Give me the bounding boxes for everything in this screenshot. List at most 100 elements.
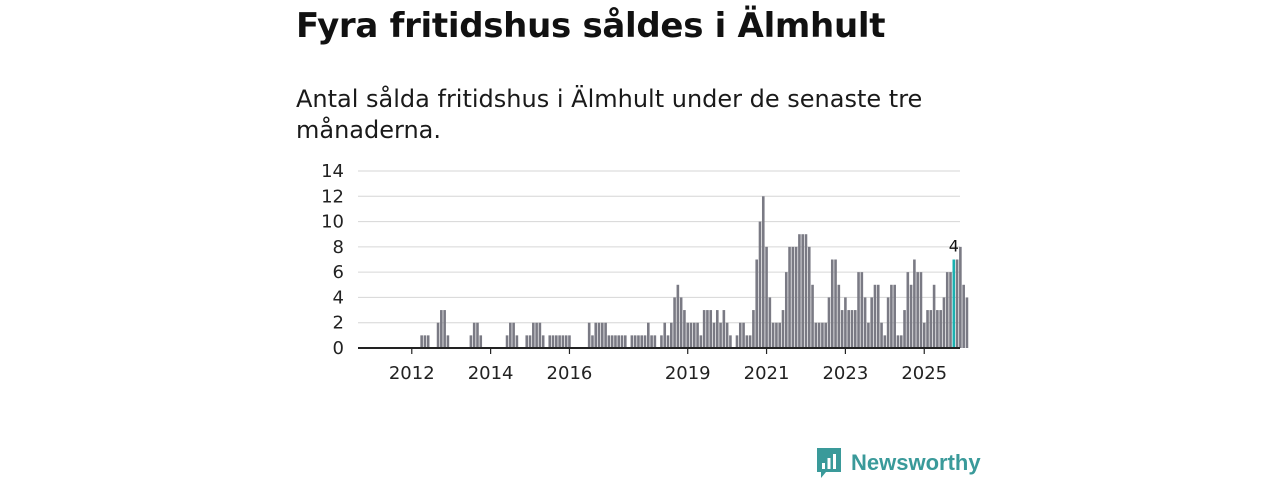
bar-highlighted	[952, 259, 956, 348]
bar	[515, 335, 519, 348]
bar	[551, 335, 555, 348]
bar	[509, 322, 512, 348]
bar	[804, 234, 808, 348]
bar	[512, 322, 515, 348]
bar	[673, 297, 676, 348]
bar	[896, 335, 900, 348]
bar	[801, 234, 804, 348]
bar	[814, 322, 818, 348]
logo-text: Newsworthy	[851, 450, 981, 475]
bar-chart: 0 2 4 6 8 10 12 14 2012 2014 2016 2019 2021 2023 2025…	[321, 161, 969, 384]
bar	[538, 322, 542, 348]
bar	[469, 335, 473, 348]
bar	[936, 310, 939, 348]
bar	[939, 310, 942, 348]
bar	[840, 310, 844, 348]
bar	[617, 335, 621, 348]
bar	[932, 284, 936, 348]
bar	[850, 310, 854, 348]
bar	[614, 335, 617, 348]
bar	[699, 335, 703, 348]
bar	[817, 322, 821, 348]
bar	[706, 310, 709, 348]
bar	[683, 310, 686, 348]
bar	[643, 335, 647, 348]
bar	[824, 322, 827, 348]
bar	[768, 297, 772, 348]
bar	[476, 322, 479, 348]
bar	[528, 335, 532, 348]
bar	[653, 335, 657, 348]
bar	[844, 297, 847, 348]
y-tick-label: 2	[333, 313, 344, 334]
bars	[420, 196, 969, 348]
bar	[702, 310, 706, 348]
bar	[620, 335, 624, 348]
bar	[807, 246, 811, 348]
bar	[715, 310, 719, 348]
bar	[610, 335, 614, 348]
y-tick-label: 0	[333, 338, 344, 359]
bar	[847, 310, 850, 348]
x-tick-label: 2025	[901, 363, 947, 384]
newsworthy-logo-icon	[817, 448, 841, 478]
bar	[906, 272, 910, 348]
newsworthy-logo: Newsworthy	[815, 446, 981, 480]
bar	[778, 322, 781, 348]
bar	[676, 284, 680, 348]
bar	[472, 322, 476, 348]
bar	[564, 335, 568, 348]
bar	[597, 322, 601, 348]
y-tick-label: 8	[333, 237, 344, 258]
bar	[837, 284, 841, 348]
bar	[798, 234, 801, 348]
bar	[479, 335, 483, 348]
bar	[867, 322, 870, 348]
x-tick-label: 2012	[389, 363, 435, 384]
bar	[761, 196, 765, 348]
bar	[587, 322, 591, 348]
bar	[525, 335, 529, 348]
bar	[893, 284, 896, 348]
bar	[670, 322, 673, 348]
bar	[929, 310, 933, 348]
bar	[959, 246, 962, 348]
bar	[709, 310, 713, 348]
bar	[607, 335, 611, 348]
bar	[890, 284, 893, 348]
bar	[505, 335, 509, 348]
bar	[722, 310, 726, 348]
bar	[909, 284, 913, 348]
bar	[771, 322, 775, 348]
x-tick-label: 2014	[468, 363, 514, 384]
bar	[594, 322, 598, 348]
bar	[666, 335, 670, 348]
bar	[640, 335, 644, 348]
bar	[446, 335, 450, 348]
bar	[735, 335, 739, 348]
bar	[775, 322, 778, 348]
bar	[857, 272, 860, 348]
bar	[561, 335, 565, 348]
bar	[532, 322, 535, 348]
bar	[955, 259, 959, 348]
bar	[916, 272, 919, 348]
bar	[686, 322, 690, 348]
bar	[535, 322, 538, 348]
bar	[423, 335, 427, 348]
bar	[821, 322, 824, 348]
bar	[781, 310, 785, 348]
bar	[443, 310, 446, 348]
bar	[758, 221, 762, 348]
bar	[696, 322, 699, 348]
highlight-value-label: 4	[949, 237, 959, 256]
bar	[689, 322, 693, 348]
bar	[742, 322, 745, 348]
y-tick-label: 4	[333, 287, 344, 308]
bar	[965, 297, 969, 348]
y-axis-ticks: 0 2 4 6 8 10 12 14	[321, 161, 344, 359]
bar	[601, 322, 604, 348]
bar	[853, 310, 857, 348]
bar	[440, 310, 443, 348]
bar	[558, 335, 561, 348]
